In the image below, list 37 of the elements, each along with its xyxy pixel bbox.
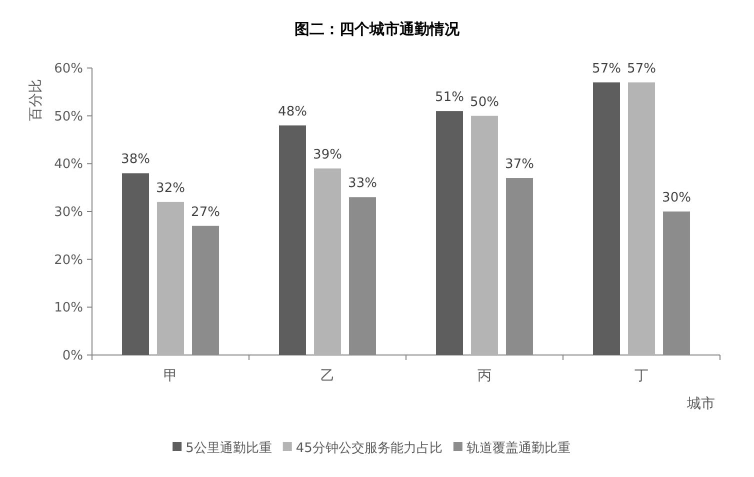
data-label: 38% [121, 152, 150, 168]
bar [436, 111, 463, 355]
y-tick-label: 10% [54, 300, 83, 316]
data-label: 48% [278, 104, 307, 120]
y-tick-label: 50% [54, 109, 83, 124]
data-label: 57% [627, 61, 656, 76]
y-tick-label: 30% [54, 205, 83, 220]
bar [471, 116, 498, 355]
y-axis-title: 百分比 [28, 79, 44, 121]
data-label: 50% [470, 94, 499, 110]
bar [157, 202, 184, 355]
data-label: 37% [505, 157, 534, 172]
bar [122, 173, 149, 355]
data-label: 33% [348, 176, 377, 192]
x-tick-label: 乙 [320, 368, 334, 384]
bar [593, 82, 620, 355]
data-label: 51% [435, 90, 464, 106]
data-label: 27% [191, 204, 220, 220]
y-tick-label: 60% [54, 62, 83, 76]
data-label: 30% [662, 190, 691, 206]
y-tick-label: 40% [54, 157, 83, 172]
legend-label: 轨道覆盖通勤比重 [466, 440, 570, 456]
x-tick-label: 丁 [634, 368, 648, 384]
y-tick-label: 0% [62, 348, 83, 364]
x-axis-title: 城市 [686, 396, 715, 412]
x-tick-label: 甲 [164, 368, 178, 384]
y-tick-label: 20% [54, 252, 83, 268]
bar [628, 82, 655, 355]
chart-title: 图二：四个城市通勤情况 [294, 20, 460, 38]
x-tick-label: 丙 [478, 368, 492, 384]
data-label: 32% [156, 180, 185, 196]
legend-label: 5公里通勤比重 [186, 441, 272, 456]
data-label: 39% [313, 147, 342, 162]
data-label: 57% [592, 61, 621, 76]
bar [314, 168, 341, 355]
bar [279, 125, 306, 355]
legend-label: 45分钟公交服务能力占比 [296, 440, 442, 456]
